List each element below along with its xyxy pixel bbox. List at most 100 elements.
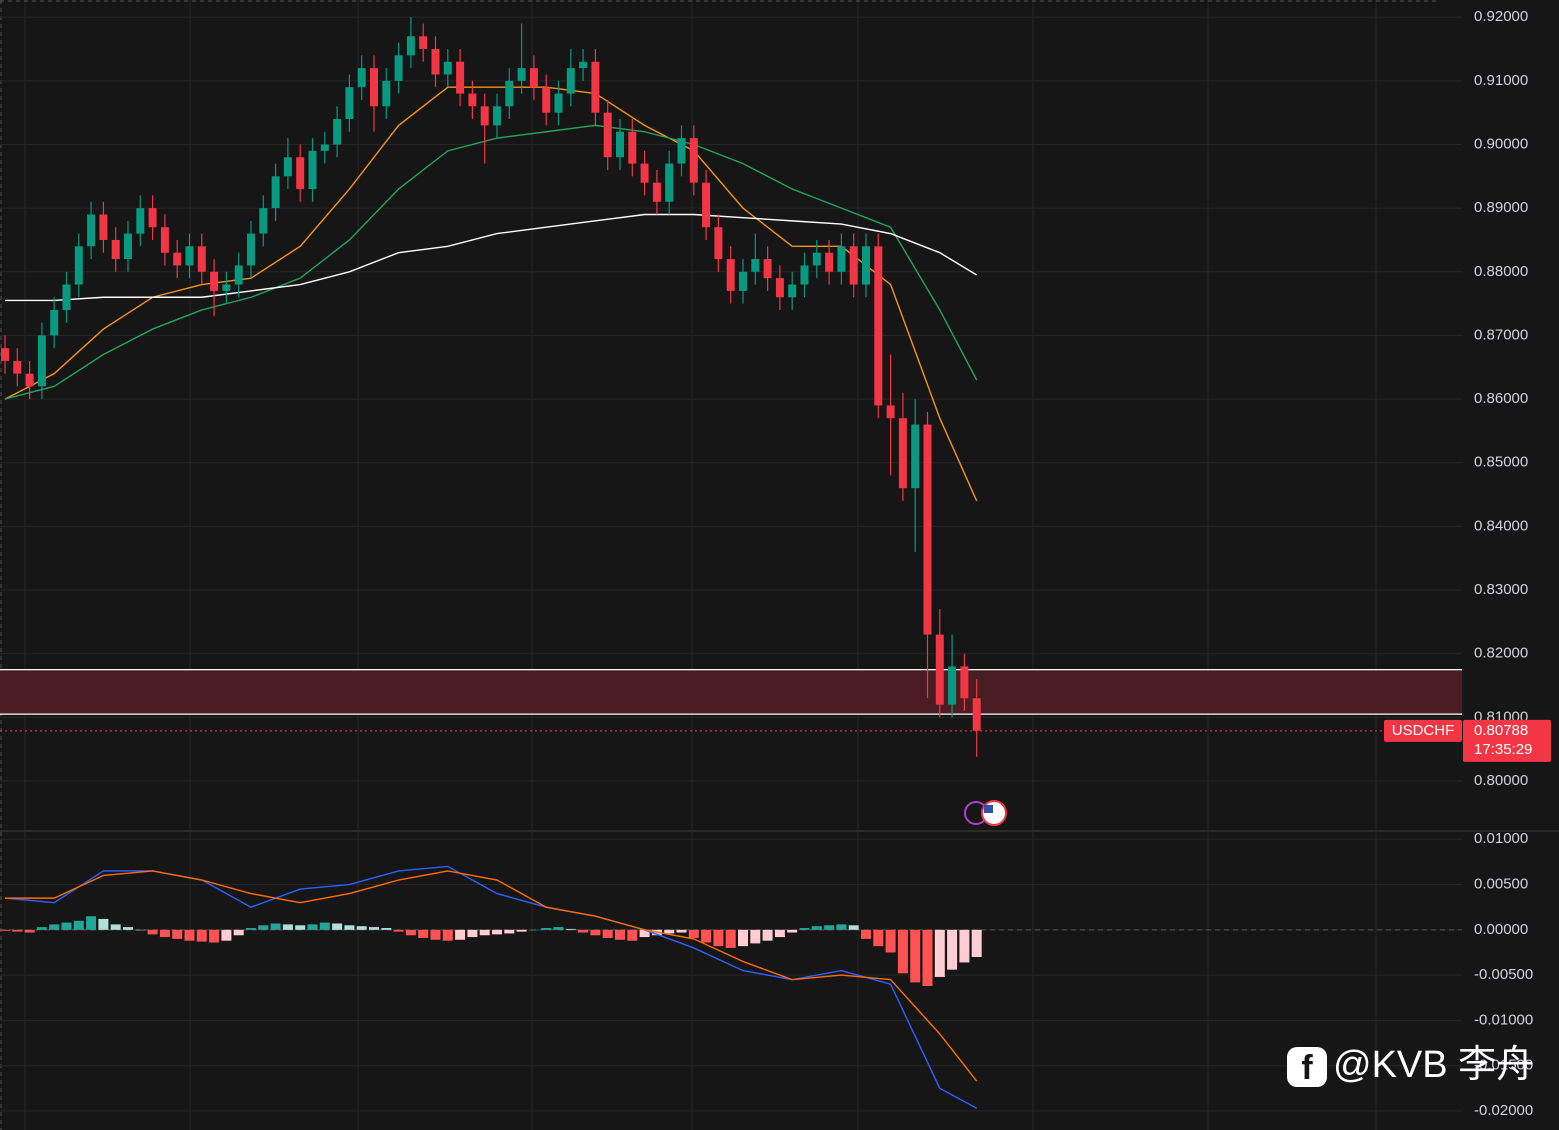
histogram-bar — [492, 929, 502, 935]
histogram-bar — [196, 929, 207, 942]
histogram-bar — [615, 929, 625, 940]
candle-body — [406, 36, 415, 56]
candle-body — [197, 246, 206, 272]
y-tick-label: -0.01000 — [1474, 1011, 1533, 1028]
candle-body — [345, 87, 354, 120]
candle-body — [874, 246, 883, 406]
histogram-bar — [725, 929, 736, 948]
y-tick-label: -0.00500 — [1474, 966, 1533, 983]
flag-canton — [984, 805, 993, 813]
candle-body — [800, 265, 809, 285]
histogram-bar — [934, 929, 945, 977]
symbol-tag: USDCHF — [1392, 722, 1455, 739]
histogram-bar — [12, 929, 23, 932]
candle-body — [628, 131, 637, 164]
candle-body — [148, 208, 157, 228]
histogram-bar — [910, 929, 921, 983]
candle-body — [640, 163, 649, 183]
histogram-bar — [504, 929, 515, 934]
candle-body — [603, 112, 612, 158]
candle-body — [751, 259, 760, 272]
candle-body — [665, 163, 674, 202]
candle-body — [25, 373, 34, 387]
y-tick-label: 0.88000 — [1474, 263, 1528, 280]
y-tick-label: 0.84000 — [1474, 517, 1528, 534]
histogram-bar — [270, 923, 281, 930]
candle-body — [726, 259, 735, 291]
histogram-bar — [405, 929, 416, 936]
histogram-bar — [762, 929, 773, 941]
histogram-bar — [750, 929, 761, 944]
histogram-bar — [455, 929, 466, 940]
candle-body — [111, 239, 120, 260]
y-tick-label: 0.85000 — [1474, 454, 1528, 471]
histogram-bar — [430, 929, 441, 940]
histogram-bar — [36, 927, 47, 930]
histogram-bar — [848, 925, 859, 930]
histogram-bar — [959, 929, 970, 963]
y-tick-label: 0.00500 — [1474, 876, 1528, 893]
histogram-bar — [73, 920, 84, 930]
histogram-bar — [98, 918, 109, 930]
candle-body — [62, 284, 71, 310]
histogram-bar — [516, 929, 527, 932]
histogram-bar — [209, 929, 220, 943]
y-tick-label: 0.01000 — [1474, 830, 1528, 847]
histogram-bar — [319, 922, 330, 930]
y-tick-label: -0.01500 — [1474, 1057, 1533, 1074]
candle-body — [271, 176, 280, 209]
histogram-bar — [393, 929, 404, 932]
histogram-bar — [381, 928, 392, 930]
histogram-bar — [676, 929, 687, 933]
candle-body — [591, 61, 600, 113]
candle-body — [493, 106, 501, 126]
symbol-tag-bg — [1384, 719, 1462, 742]
candle-body — [616, 131, 624, 158]
histogram-bar — [774, 929, 785, 938]
candle-body — [173, 252, 182, 266]
candle-body — [185, 246, 194, 266]
candle-body — [333, 119, 342, 145]
candle-body — [898, 418, 907, 489]
y-tick-label: 0.91000 — [1474, 72, 1528, 89]
histogram-bar — [922, 929, 933, 986]
y-tick-label: 0.80000 — [1474, 772, 1528, 789]
candle-body — [13, 360, 22, 374]
price-tag: 0.80788 — [1474, 722, 1528, 739]
candle-body — [739, 271, 747, 291]
candle-body — [50, 309, 59, 336]
histogram-bar — [738, 929, 748, 947]
candle-body — [948, 666, 957, 705]
histogram-bar — [369, 927, 379, 930]
candle-body — [825, 252, 834, 272]
candle-body — [775, 278, 784, 298]
histogram-bar — [147, 929, 158, 935]
histogram-bar — [246, 928, 256, 930]
candle-body — [579, 61, 588, 69]
histogram-bar — [442, 929, 453, 941]
histogram-bar — [61, 922, 72, 930]
histogram-bar — [639, 929, 650, 938]
candle-body — [308, 150, 317, 190]
histogram-bar — [24, 929, 35, 933]
y-tick-label: 0.86000 — [1474, 390, 1528, 407]
histogram-bar — [135, 929, 146, 931]
histogram-bar — [824, 925, 835, 930]
histogram-bar — [836, 924, 847, 930]
candle-body — [911, 424, 920, 489]
y-tick-label: 0.90000 — [1474, 135, 1528, 152]
histogram-bar — [602, 929, 613, 938]
histogram-bar — [159, 929, 170, 938]
candle-body — [222, 284, 231, 291]
time-grid — [24, 0, 1377, 1130]
histogram-bar — [565, 928, 576, 930]
candle-body — [1, 348, 9, 361]
candle-body — [702, 182, 711, 228]
candle-body — [652, 182, 661, 202]
histogram-bar — [528, 929, 539, 931]
candle-body — [960, 666, 969, 699]
watermark: @KVB 李舟 — [1333, 1044, 1534, 1086]
candle-body — [554, 93, 563, 113]
